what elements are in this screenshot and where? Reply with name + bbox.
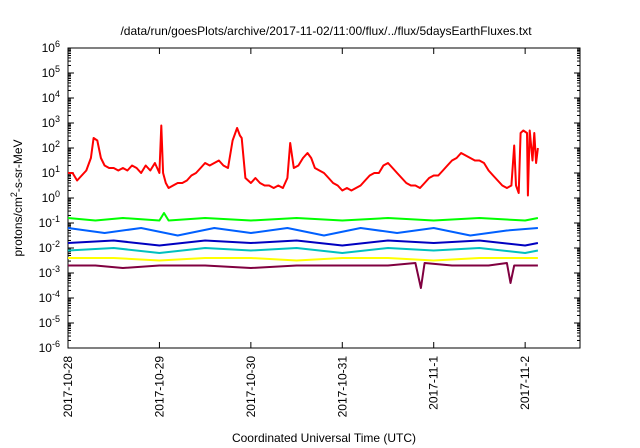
y-axis-label-unit: protons/cm (11, 197, 25, 256)
y-tick-base: 10 (42, 166, 56, 180)
y-tick-label: 10-5 (39, 314, 60, 330)
y-tick-exp: 5 (55, 64, 60, 74)
series-line-2 (67, 212, 539, 222)
series-line-3 (67, 227, 538, 237)
y-tick-exp: 4 (55, 89, 60, 99)
y-tick-label: 103 (42, 114, 60, 130)
y-tick-label: 100 (42, 189, 60, 205)
y-tick-exp: -3 (52, 264, 60, 274)
y-tick-base: 10 (39, 316, 53, 330)
series-line-1 (68, 124, 539, 197)
y-tick-exp: 3 (55, 114, 60, 124)
y-tick-base: 10 (39, 266, 53, 280)
series-line-4 (67, 239, 539, 247)
y-tick-exp: 1 (55, 164, 60, 174)
y-tick-label: 101 (42, 164, 60, 180)
y-tick-base: 10 (39, 341, 53, 355)
x-tick-label: 2017-10-28 (61, 356, 75, 418)
y-tick-base: 10 (39, 216, 53, 230)
x-axis-label: Coordinated Universal Time (UTC) (232, 431, 416, 445)
x-tick-label: 2017-10-31 (335, 356, 349, 418)
y-tick-base: 10 (42, 141, 56, 155)
series-line-7 (68, 262, 538, 289)
y-axis: 10610510410310210110010-110-210-310-410-… (39, 39, 580, 355)
y-tick-exp: -1 (52, 214, 60, 224)
y-tick-exp: -6 (52, 339, 60, 349)
y-tick-label: 106 (42, 39, 60, 55)
x-tick-label: 2017-10-30 (244, 356, 258, 418)
y-tick-base: 10 (42, 191, 56, 205)
y-tick-exp: -5 (52, 314, 60, 324)
y-tick-base: 10 (42, 66, 56, 80)
y-axis-label-rest: -s-sr-MeV (11, 139, 25, 192)
x-axis: 2017-10-28 2017-10-29 2017-10-30 2017-10-31… (61, 48, 532, 417)
x-tick-label: 2017-11-2 (518, 356, 532, 410)
series-line-6 (68, 257, 538, 262)
y-tick-exp: 0 (55, 189, 60, 199)
y-tick-exp: -4 (52, 289, 60, 299)
plot-frame (67, 47, 581, 349)
y-tick-label: 10-2 (39, 239, 60, 255)
series-line-5 (67, 247, 539, 254)
y-tick-base: 10 (42, 91, 56, 105)
y-tick-exp: 2 (55, 139, 60, 149)
y-tick-label: 105 (42, 64, 60, 80)
y-tick-base: 10 (39, 291, 53, 305)
y-axis-label-sup: 2 (9, 192, 19, 197)
y-tick-base: 10 (39, 241, 53, 255)
series-layer (67, 124, 539, 289)
y-tick-label: 10-4 (39, 289, 60, 305)
y-tick-base: 10 (42, 116, 56, 130)
chart-title: /data/run/goesPlots/archive/2017-11-02/1… (120, 24, 532, 38)
y-tick-label: 10-6 (39, 339, 60, 355)
y-tick-base: 10 (42, 41, 56, 55)
y-tick-label: 102 (42, 139, 60, 155)
x-tick-label: 2017-10-29 (152, 356, 166, 418)
x-tick-label: 2017-11-1 (427, 356, 441, 410)
y-tick-exp: 6 (55, 39, 60, 49)
y-axis-label: protons/cm2-s-sr-MeV (9, 139, 25, 256)
y-tick-label: 10-3 (39, 264, 60, 280)
y-tick-label: 104 (42, 89, 60, 105)
y-tick-exp: -2 (52, 239, 60, 249)
y-tick-label: 10-1 (39, 214, 60, 230)
